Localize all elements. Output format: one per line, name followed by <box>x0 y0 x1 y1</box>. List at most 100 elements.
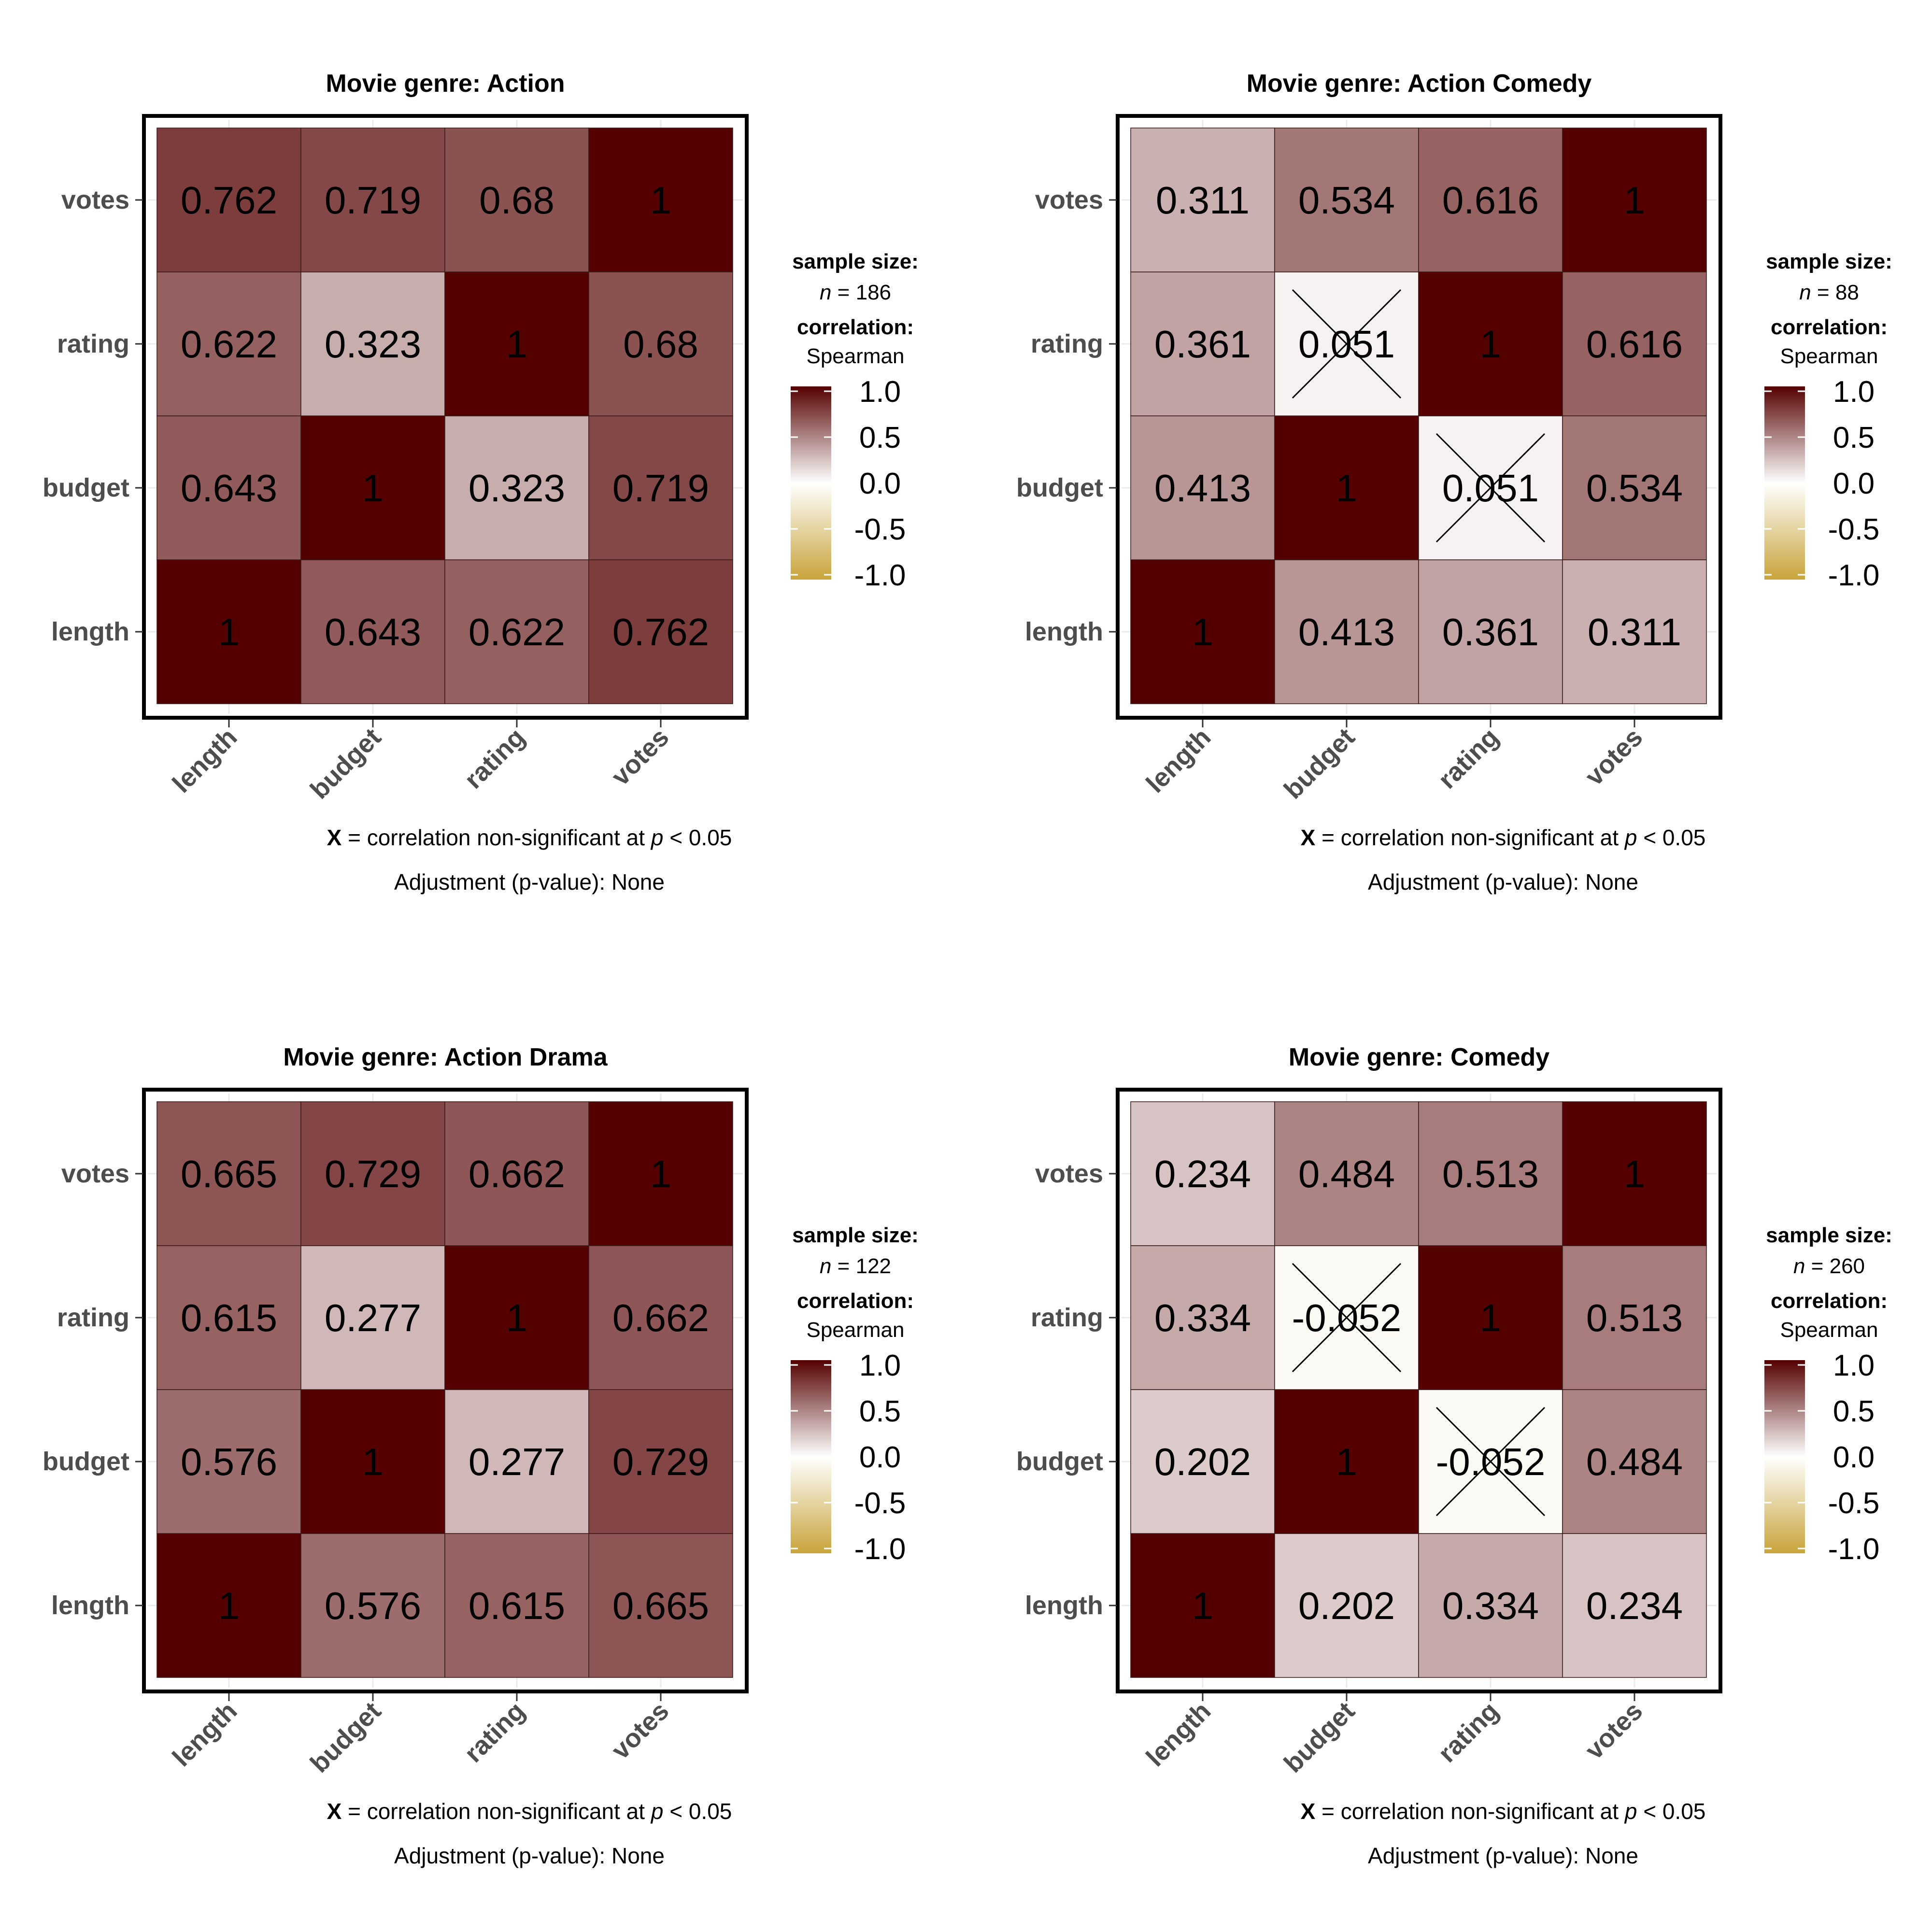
heatmap-cell <box>156 1533 301 1678</box>
n-equals: = <box>831 281 855 304</box>
heatmap-cell <box>300 415 445 560</box>
x-axis-label: length <box>167 723 243 798</box>
cell-value-label: 1 <box>506 323 528 366</box>
cell-value-label: 0.311 <box>1588 611 1681 653</box>
heatmap-cell <box>1562 1245 1707 1390</box>
cell-value-label: 1 <box>1336 1440 1358 1483</box>
heatmap-cell <box>1274 559 1419 704</box>
cell-value-label: 1 <box>362 1440 384 1483</box>
cell-value-label: 0.665 <box>181 1152 277 1195</box>
cell-value-label: 0.729 <box>325 1152 421 1195</box>
caption-text: = correlation non-significant at <box>341 1799 651 1824</box>
heatmap-cell <box>1130 559 1275 704</box>
caption-x: X <box>1301 1799 1316 1824</box>
x-axis-label: budget <box>1279 1696 1361 1778</box>
legend-tick-label: -1.0 <box>1828 1533 1880 1566</box>
panel-title: Movie genre: Action Drama <box>283 1043 608 1071</box>
legend-correlation-label: correlation: <box>797 315 914 339</box>
cell-value-label: 0.234 <box>1154 1152 1251 1195</box>
heatmap-cell <box>1274 415 1419 560</box>
legend-tick-label: 0.5 <box>1833 1395 1875 1428</box>
heatmap-cell <box>1562 559 1707 704</box>
n-value: 122 <box>856 1254 891 1278</box>
cell-value-label: 0.534 <box>1586 467 1683 510</box>
cell-value-label: 1 <box>1480 1296 1502 1339</box>
caption-nonsignificant: X = correlation non-significant at p < 0… <box>1301 825 1706 850</box>
legend-tick-label: 0.0 <box>1833 1441 1875 1474</box>
cell-value-label: 0.665 <box>612 1584 709 1627</box>
y-axis-label: length <box>51 617 129 646</box>
heatmap-cell <box>588 559 733 704</box>
heatmap-cell <box>1130 1389 1275 1534</box>
panel-title: Movie genre: Comedy <box>1289 1043 1549 1071</box>
heatmap-cell <box>588 1245 733 1390</box>
heatmap-cell <box>1418 1245 1563 1390</box>
x-axis-label: length <box>1141 723 1217 798</box>
n-symbol: n <box>1793 1254 1805 1278</box>
cell-value-label: 0.622 <box>181 323 277 366</box>
legend-tick-label: 0.0 <box>859 467 901 500</box>
caption-x: X <box>327 825 342 850</box>
legend-sample-size: n = 260 <box>1793 1254 1865 1278</box>
panel-border <box>142 114 749 720</box>
cell-value-label: 0.277 <box>469 1440 565 1483</box>
caption-text: = correlation non-significant at <box>1315 825 1625 850</box>
cell-value-label: 0.576 <box>325 1584 421 1627</box>
heatmap-cell <box>588 1533 733 1678</box>
cell-value-label: 0.729 <box>612 1440 709 1483</box>
cell-value-label: 0.616 <box>1442 179 1539 222</box>
n-value: 88 <box>1835 281 1859 304</box>
cell-value-label: 0.719 <box>325 179 421 222</box>
cell-value-label: 0.615 <box>181 1296 277 1339</box>
legend-tick-label: 1.0 <box>859 1349 901 1382</box>
legend-sample-size: n = 88 <box>1799 281 1859 304</box>
legend-tick-label: 0.5 <box>859 421 901 455</box>
panel-border <box>142 1088 749 1693</box>
heatmap-cell <box>444 1533 589 1678</box>
heatmap-cell <box>1418 271 1563 416</box>
cell-value-label: 0.616 <box>1586 323 1683 366</box>
heatmap-cell <box>1130 1245 1275 1390</box>
cell-value-label: 0.762 <box>612 611 709 653</box>
y-axis-label: length <box>51 1591 129 1620</box>
cell-value-label: 1 <box>1192 611 1214 653</box>
n-equals: = <box>1811 281 1835 304</box>
heatmap-cell <box>1274 128 1419 272</box>
heatmap-cell <box>1274 1533 1419 1678</box>
caption-tail: < 0.05 <box>1637 1799 1705 1824</box>
cell-value-label: 1 <box>650 1152 672 1195</box>
x-axis-label: votes <box>1579 1696 1648 1765</box>
heatmap-cell <box>156 1389 301 1534</box>
caption-tail: < 0.05 <box>663 1799 732 1824</box>
cell-value-label: 0.534 <box>1298 179 1395 222</box>
y-axis-label: votes <box>61 1159 129 1188</box>
caption-p: p <box>1624 825 1637 850</box>
heatmap-cell <box>1130 415 1275 560</box>
cell-value-label: 0.719 <box>612 467 709 510</box>
cell-value-label: 0.762 <box>181 179 277 222</box>
heatmap-cell <box>156 1245 301 1390</box>
heatmap-cell <box>444 271 589 416</box>
caption-nonsignificant: X = correlation non-significant at p < 0… <box>1301 1799 1706 1824</box>
legend-sample-size-label: sample size: <box>792 1223 919 1247</box>
heatmap-cell <box>1274 1101 1419 1246</box>
x-axis-label: rating <box>1433 723 1505 795</box>
caption-nonsignificant: X = correlation non-significant at p < 0… <box>327 825 732 850</box>
y-axis-label: length <box>1025 1591 1103 1620</box>
legend-tick-label: 0.5 <box>859 1395 901 1428</box>
legend-tick-label: -1.0 <box>1828 559 1880 592</box>
caption-tail: < 0.05 <box>663 825 732 850</box>
heatmap-cell <box>444 1101 589 1246</box>
n-symbol: n <box>820 1254 831 1278</box>
x-axis-label: length <box>1141 1696 1217 1772</box>
cell-value-label: 0.323 <box>469 467 565 510</box>
legend-correlation-label: correlation: <box>1771 315 1888 339</box>
legend-tick-label: 0.0 <box>1833 467 1875 500</box>
cell-value-label: 0.361 <box>1442 611 1539 653</box>
x-axis-label: votes <box>606 1696 674 1765</box>
legend-tick-label: -0.5 <box>1828 1487 1880 1520</box>
heatmap-cell <box>444 128 589 272</box>
heatmap-cell <box>1130 1101 1275 1246</box>
legend-correlation-label: correlation: <box>1771 1289 1888 1313</box>
